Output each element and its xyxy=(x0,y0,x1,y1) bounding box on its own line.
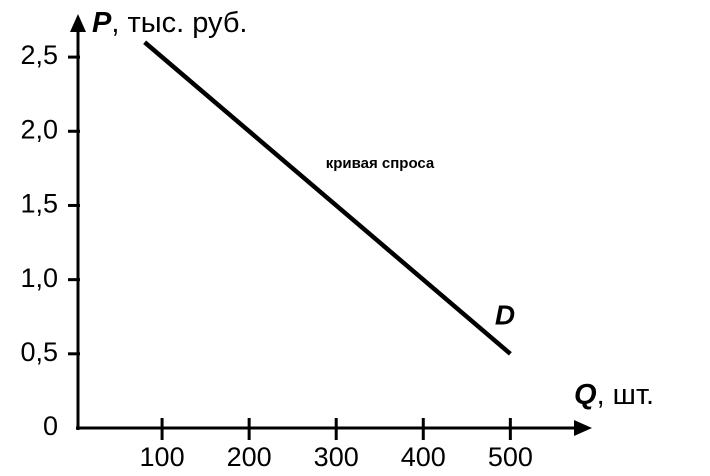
x-tick-label: 200 xyxy=(227,442,272,472)
y-symbol: P xyxy=(92,7,112,39)
y-tick-label: 0 xyxy=(43,411,58,441)
y-arrow xyxy=(70,14,86,32)
x-tick-label: 500 xyxy=(488,442,533,472)
y-unit: , тыс. руб. xyxy=(111,7,247,39)
x-tick-label: 400 xyxy=(401,442,446,472)
annotation: D xyxy=(495,299,515,330)
x-tick-label: 100 xyxy=(140,442,185,472)
x-unit: , шт. xyxy=(597,379,655,411)
y-tick-label: 0,5 xyxy=(20,337,58,367)
y-axis-label: P, тыс. руб. xyxy=(92,7,248,39)
x-axis-label: Q, шт. xyxy=(574,379,654,411)
annotation: кривая спроса xyxy=(326,155,435,172)
x-arrow xyxy=(574,420,592,436)
demand-line xyxy=(143,40,512,356)
y-tick-label: 1,0 xyxy=(20,263,58,293)
y-tick-label: 2,0 xyxy=(20,114,58,144)
x-tick-label: 300 xyxy=(314,442,359,472)
y-tick-label: 2,5 xyxy=(20,40,58,70)
y-tick-label: 1,5 xyxy=(20,189,58,219)
x-symbol: Q xyxy=(574,379,597,411)
